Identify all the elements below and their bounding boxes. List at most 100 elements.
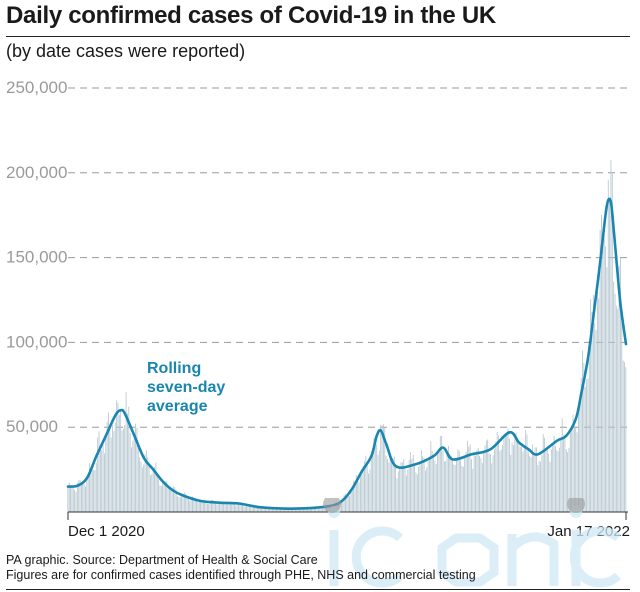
daily-bar	[276, 508, 277, 512]
daily-bar	[544, 437, 546, 512]
daily-bar	[449, 454, 451, 512]
daily-bar	[567, 452, 569, 512]
daily-bar	[151, 474, 153, 512]
daily-bar	[156, 472, 158, 512]
daily-bar	[242, 504, 243, 512]
daily-bar	[518, 444, 520, 512]
daily-bar	[89, 463, 90, 512]
daily-bar	[564, 434, 566, 512]
annotation-line-3: average	[147, 398, 208, 415]
daily-bar	[258, 506, 260, 512]
y-axis-tick-labels: 50,000 100,000 150,000 200,000 250,000	[6, 78, 67, 436]
daily-bar	[578, 411, 579, 512]
daily-bar	[104, 453, 105, 512]
daily-bar	[236, 504, 238, 512]
annotation-line-1: Rolling	[147, 360, 201, 377]
daily-bar	[622, 360, 624, 512]
daily-bar	[531, 444, 533, 512]
daily-bar	[98, 431, 100, 512]
daily-bar	[586, 379, 587, 512]
daily-bar	[541, 454, 543, 512]
daily-bar	[361, 475, 363, 512]
daily-bar	[113, 431, 115, 512]
daily-bar	[171, 487, 173, 512]
daily-bar	[129, 432, 131, 512]
daily-bar	[118, 415, 120, 512]
daily-bar	[289, 508, 291, 512]
daily-bar	[477, 448, 479, 512]
daily-bar	[120, 410, 122, 512]
daily-bar	[286, 508, 288, 512]
daily-bar	[244, 506, 246, 512]
daily-bar	[181, 496, 183, 512]
daily-bar	[525, 430, 527, 512]
daily-bar	[446, 451, 448, 512]
daily-bar	[384, 427, 386, 512]
daily-bar	[624, 362, 625, 512]
daily-bar	[208, 504, 210, 512]
bottom-rule	[6, 589, 630, 590]
top-rule	[6, 36, 630, 37]
daily-bar	[243, 505, 245, 512]
daily-bar	[300, 508, 302, 512]
daily-bar	[410, 452, 411, 512]
seven-day-average-line	[66, 197, 628, 510]
daily-bar	[456, 457, 457, 512]
daily-bar	[500, 449, 502, 512]
daily-bar	[496, 432, 498, 512]
daily-bar	[506, 435, 508, 512]
daily-bar	[437, 451, 439, 512]
daily-bar	[625, 367, 627, 512]
daily-bar	[510, 455, 512, 512]
daily-bar	[139, 457, 141, 512]
daily-bar	[462, 466, 464, 512]
daily-bar	[79, 479, 81, 512]
daily-bar	[366, 465, 368, 512]
daily-bar	[311, 508, 313, 512]
daily-bar	[364, 461, 365, 512]
daily-bar	[315, 506, 317, 512]
daily-bar	[108, 412, 109, 512]
daily-bar	[582, 350, 583, 512]
daily-bar	[448, 445, 449, 512]
daily-bar	[68, 482, 70, 512]
daily-bar	[418, 466, 420, 512]
daily-bar	[105, 437, 107, 512]
daily-bar	[75, 491, 77, 512]
daily-bar	[415, 472, 417, 512]
daily-bar	[145, 450, 147, 512]
daily-bar	[561, 418, 563, 512]
daily-bar	[560, 438, 562, 512]
daily-bar	[141, 467, 143, 512]
daily-bar	[620, 257, 621, 512]
daily-bar	[575, 427, 577, 512]
daily-bar	[190, 498, 192, 512]
daily-bar	[499, 451, 501, 512]
daily-bar	[99, 450, 101, 512]
daily-bar	[422, 456, 424, 512]
daily-bar	[602, 240, 604, 513]
daily-bar	[70, 485, 71, 512]
daily-bar	[160, 485, 162, 512]
daily-bar	[433, 455, 434, 512]
daily-bar	[94, 470, 96, 512]
daily-bar	[435, 464, 437, 512]
daily-bar	[186, 498, 188, 512]
daily-bar	[419, 461, 421, 512]
daily-bar	[406, 475, 407, 512]
daily-bar	[452, 458, 453, 512]
daily-bar	[209, 502, 211, 512]
daily-bar	[202, 500, 204, 512]
daily-bar	[282, 508, 284, 512]
daily-bar	[556, 450, 558, 512]
daily-bar	[155, 462, 157, 512]
daily-bar	[473, 455, 475, 512]
daily-bar	[170, 489, 172, 512]
daily-bar	[583, 363, 585, 512]
daily-bar	[517, 437, 518, 512]
daily-bar	[550, 449, 552, 512]
daily-bar	[90, 470, 92, 512]
daily-bar	[404, 468, 406, 512]
daily-bar	[376, 444, 378, 512]
daily-bar	[372, 448, 374, 512]
